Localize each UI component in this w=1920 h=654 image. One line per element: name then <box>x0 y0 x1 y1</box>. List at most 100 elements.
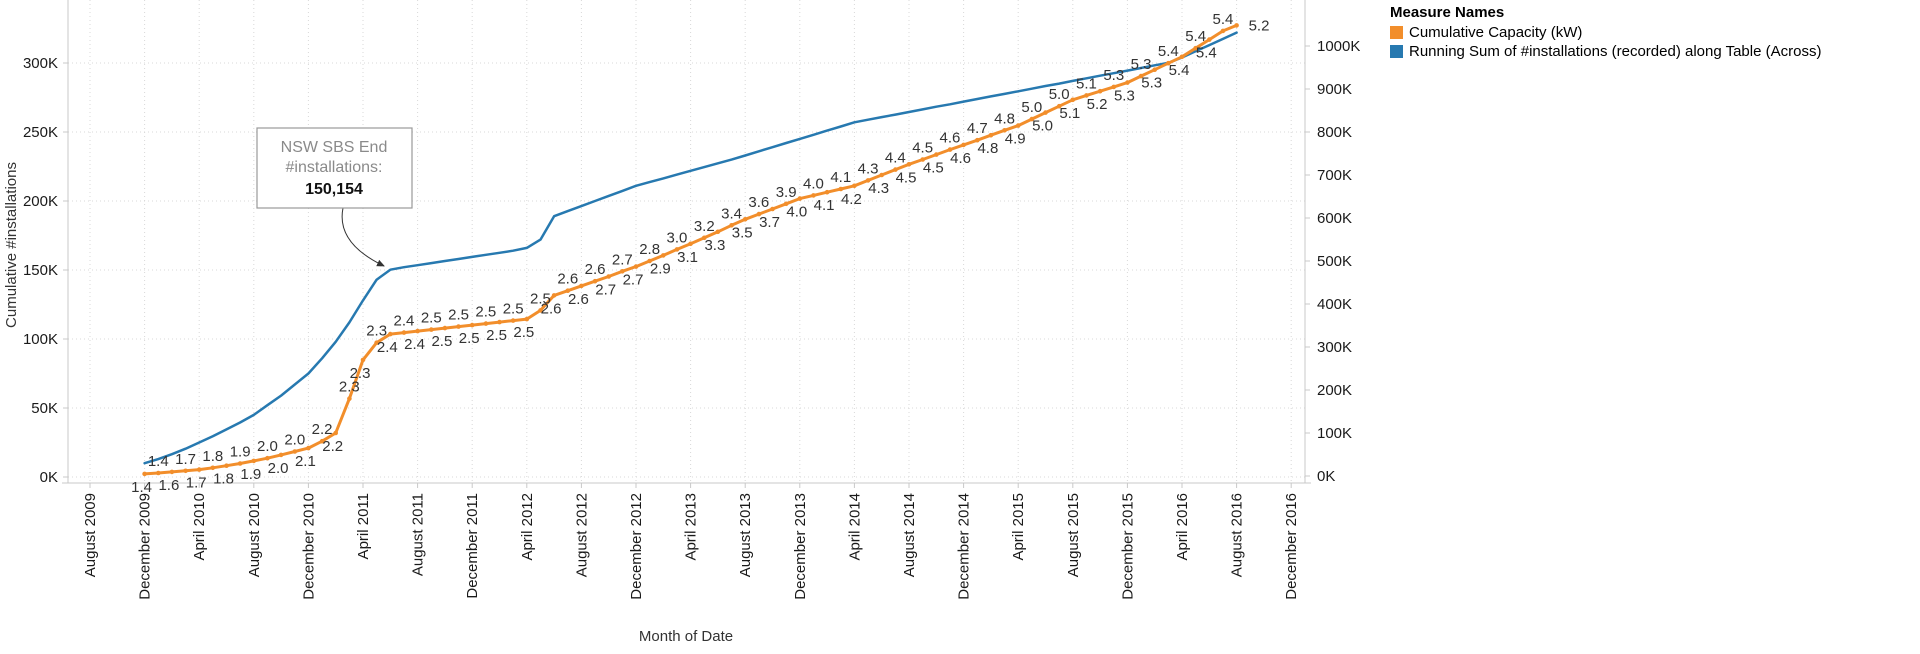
svg-text:April 2014: April 2014 <box>846 493 863 561</box>
svg-text:December 2015: December 2015 <box>1119 493 1136 600</box>
svg-text:2.5: 2.5 <box>431 333 452 350</box>
svg-text:4.2: 4.2 <box>841 191 862 208</box>
svg-text:2.5: 2.5 <box>486 327 507 344</box>
svg-text:3.9: 3.9 <box>776 184 797 201</box>
annotation-line1: NSW SBS End <box>281 139 388 156</box>
svg-text:4.5: 4.5 <box>912 140 933 157</box>
svg-text:5.1: 5.1 <box>1059 105 1080 122</box>
svg-text:August 2015: August 2015 <box>1065 493 1082 577</box>
svg-text:3.1: 3.1 <box>677 249 698 266</box>
svg-text:April 2015: April 2015 <box>1010 493 1027 561</box>
svg-text:December 2016: December 2016 <box>1283 493 1300 600</box>
svg-text:1.6: 1.6 <box>158 477 179 494</box>
svg-text:2.1: 2.1 <box>295 453 316 470</box>
legend-item-label: Cumulative Capacity (kW) <box>1409 24 1583 41</box>
svg-text:August 2011: August 2011 <box>410 493 427 576</box>
svg-text:April 2013: April 2013 <box>683 493 700 561</box>
annotation-line2: #installations: <box>286 159 383 176</box>
svg-text:3.2: 3.2 <box>694 218 715 235</box>
svg-text:2.7: 2.7 <box>612 251 633 268</box>
legend-item-1[interactable]: Running Sum of #installations (recorded)… <box>1390 43 1821 60</box>
svg-text:4.3: 4.3 <box>858 160 879 177</box>
svg-text:2.6: 2.6 <box>568 291 589 308</box>
svg-text:0K: 0K <box>40 469 58 486</box>
svg-text:5.3: 5.3 <box>1131 56 1152 73</box>
svg-text:4.8: 4.8 <box>977 140 998 157</box>
svg-text:August 2016: August 2016 <box>1229 493 1246 577</box>
series-markers-capacity <box>142 23 1239 477</box>
svg-text:2.9: 2.9 <box>650 260 671 277</box>
svg-text:4.8: 4.8 <box>994 110 1015 127</box>
legend-swatch-icon <box>1390 26 1403 39</box>
svg-text:2.0: 2.0 <box>268 460 289 477</box>
svg-text:2.5: 2.5 <box>503 301 524 318</box>
svg-text:4.3: 4.3 <box>868 180 889 197</box>
legend-item-label: Running Sum of #installations (recorded)… <box>1409 43 1822 60</box>
svg-text:900K: 900K <box>1317 81 1352 98</box>
series-line-installations <box>143 31 1238 465</box>
svg-text:150K: 150K <box>23 262 58 279</box>
svg-text:5.1: 5.1 <box>1076 75 1097 92</box>
svg-text:2.5: 2.5 <box>421 310 442 327</box>
svg-text:5.4: 5.4 <box>1213 11 1234 28</box>
axis-lines <box>62 0 1311 488</box>
svg-text:400K: 400K <box>1317 296 1352 313</box>
svg-text:2.0: 2.0 <box>257 438 278 455</box>
svg-text:4.1: 4.1 <box>814 197 835 214</box>
svg-text:4.5: 4.5 <box>896 169 917 186</box>
svg-text:300K: 300K <box>23 55 58 72</box>
svg-text:2.2: 2.2 <box>322 438 343 455</box>
svg-text:2.3: 2.3 <box>350 365 371 382</box>
svg-text:5.4: 5.4 <box>1185 28 1206 45</box>
y-right-tick-labels: 0K 100K 200K 300K 400K 500K 600K 700K 800K 900K 10… <box>1317 38 1360 485</box>
svg-text:April 2016: April 2016 <box>1174 493 1191 561</box>
svg-text:4.5: 4.5 <box>923 160 944 177</box>
svg-text:2.0: 2.0 <box>284 431 305 448</box>
svg-text:5.0: 5.0 <box>1032 118 1053 135</box>
svg-text:December 2010: December 2010 <box>300 493 317 600</box>
svg-text:2.6: 2.6 <box>585 261 606 278</box>
y-left-tick-labels: 0K 50K 100K 150K 200K 250K 300K <box>23 55 58 486</box>
svg-text:3.4: 3.4 <box>721 205 742 222</box>
svg-text:200K: 200K <box>23 193 58 210</box>
svg-text:December 2013: December 2013 <box>792 493 809 600</box>
annotation-callout[interactable]: NSW SBS End #installations: 150,154 <box>256 127 413 267</box>
svg-text:2.8: 2.8 <box>639 241 660 258</box>
svg-text:3.6: 3.6 <box>748 194 769 211</box>
svg-text:5.3: 5.3 <box>1114 88 1135 105</box>
svg-text:2.4: 2.4 <box>394 313 415 330</box>
legend-swatch-icon <box>1390 45 1403 58</box>
svg-text:700K: 700K <box>1317 167 1352 184</box>
svg-text:December 2011: December 2011 <box>464 493 481 599</box>
svg-text:4.0: 4.0 <box>786 204 807 221</box>
svg-text:0K: 0K <box>1317 468 1335 485</box>
svg-text:4.4: 4.4 <box>885 150 906 167</box>
svg-text:August 2010: August 2010 <box>246 493 263 577</box>
svg-text:1.4: 1.4 <box>131 479 152 496</box>
svg-text:5.3: 5.3 <box>1141 75 1162 92</box>
svg-text:2.3: 2.3 <box>339 379 360 396</box>
svg-text:April 2010: April 2010 <box>191 493 208 561</box>
legend-title: Measure Names <box>1390 4 1505 21</box>
svg-text:1.7: 1.7 <box>186 475 207 492</box>
annotation-box <box>256 127 413 209</box>
svg-text:1.8: 1.8 <box>202 448 223 465</box>
svg-text:50K: 50K <box>31 400 58 417</box>
svg-text:4.7: 4.7 <box>967 120 988 137</box>
svg-text:5.4: 5.4 <box>1196 45 1217 62</box>
svg-text:1.4: 1.4 <box>148 453 169 470</box>
svg-text:100K: 100K <box>23 331 58 348</box>
svg-text:2.5: 2.5 <box>459 330 480 347</box>
svg-text:800K: 800K <box>1317 124 1352 141</box>
svg-text:August 2009: August 2009 <box>82 493 99 577</box>
svg-text:2.5: 2.5 <box>530 290 551 307</box>
svg-text:4.9: 4.9 <box>1005 131 1026 148</box>
chart-canvas: 0K 50K 100K 150K 200K 250K 300K 0K 100K 200K 300K 4… <box>3 0 1360 645</box>
svg-text:4.6: 4.6 <box>950 150 971 167</box>
svg-text:1.9: 1.9 <box>240 466 261 483</box>
legend-item-0[interactable]: Cumulative Capacity (kW) <box>1390 24 1821 41</box>
svg-text:2.6: 2.6 <box>541 300 562 317</box>
svg-text:2.7: 2.7 <box>595 281 616 298</box>
svg-text:1.9: 1.9 <box>230 444 251 461</box>
point-labels: 1.4 1.4 1.6 1.7 1.7 1.8 1.8 1.9 1.9 2.0 2.0 2.0 2.1 2… <box>131 11 1269 496</box>
